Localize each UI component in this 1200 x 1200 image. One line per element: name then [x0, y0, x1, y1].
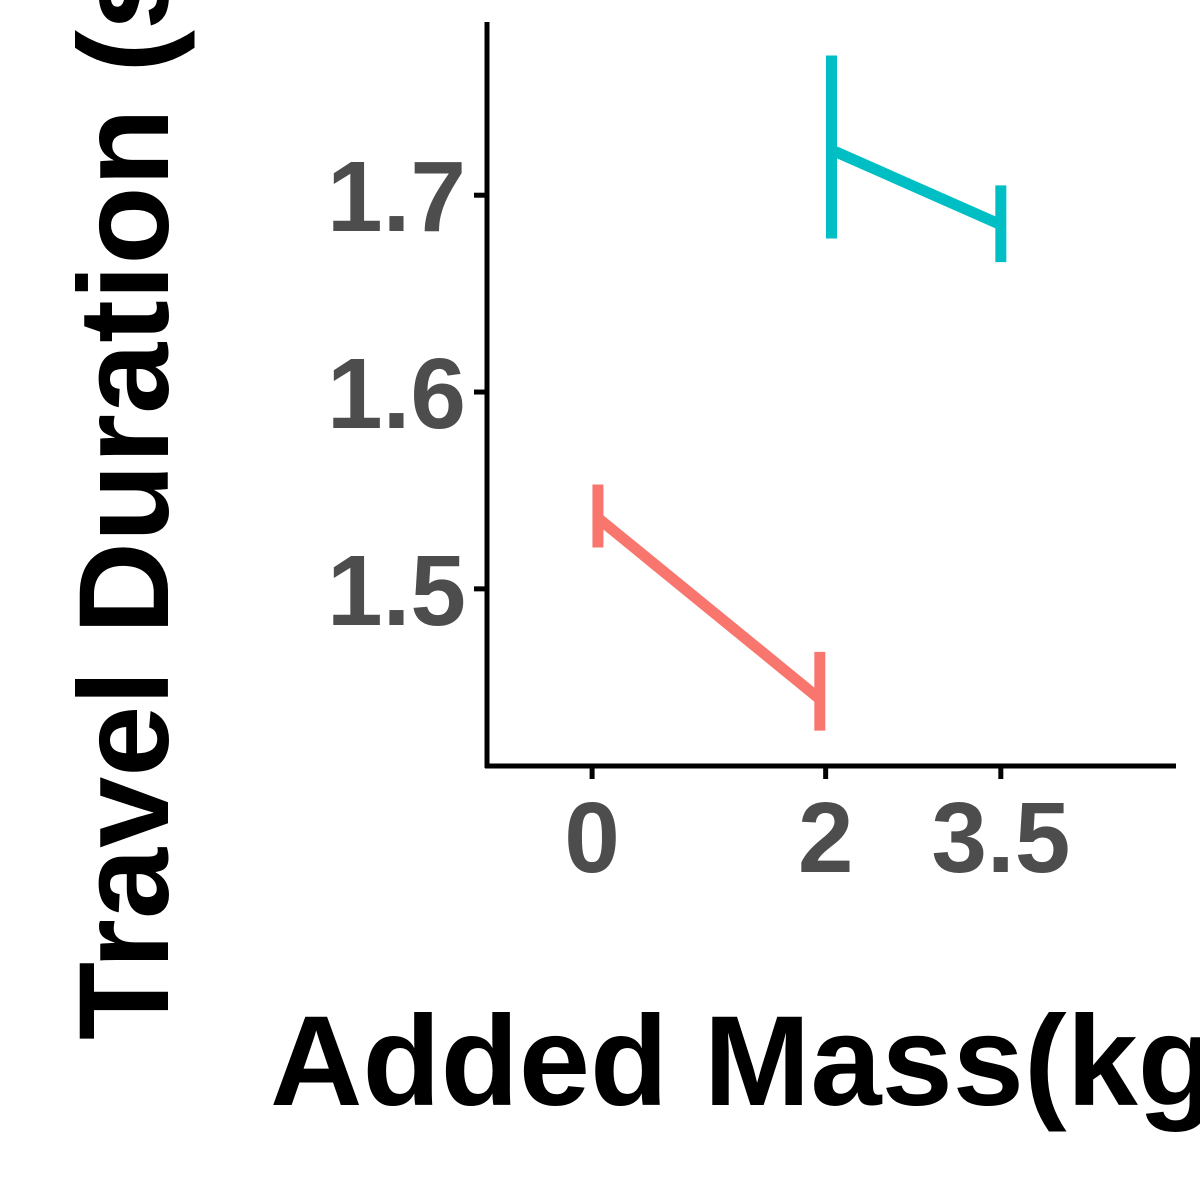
y-axis-title: Travel Duration (s): [53, 0, 196, 1040]
x-tick-label: 3.5: [931, 782, 1070, 894]
ticks-layer: 1.5 1.6 1.7 0 2 3.5: [327, 141, 1070, 894]
series-1-line: [594, 513, 824, 704]
axes-layer: [484, 22, 1176, 769]
x-axis-title: Added Mass(kg): [270, 990, 1200, 1133]
x-tick-label: 0: [564, 782, 620, 894]
y-tick-label: 1.6: [327, 338, 466, 450]
x-tick-label: 2: [798, 782, 854, 894]
series-2-line: [829, 144, 1004, 230]
y-tick-label: 1.5: [327, 535, 466, 647]
y-tick-label: 1.7: [327, 141, 466, 253]
series-layer: [592, 55, 1007, 731]
